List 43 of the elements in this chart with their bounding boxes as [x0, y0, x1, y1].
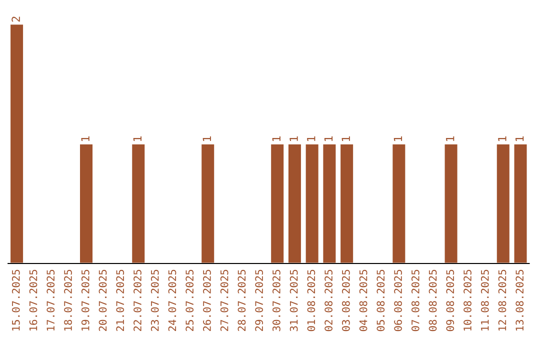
x-tick-label: 23.07.2025 [150, 270, 159, 331]
data-label: 2 [12, 16, 20, 22]
x-tick-label: 22.07.2025 [134, 270, 142, 331]
x-tick-label: 31.07.2025 [290, 270, 298, 332]
x-tick-label: 27.07.2025 [220, 270, 228, 331]
data-label: 1 [133, 136, 142, 141]
x-tick-label: 07.08.2025 [411, 270, 420, 332]
data-label: 1 [324, 136, 333, 141]
data-label: 1 [394, 136, 402, 141]
data-label: 1 [81, 136, 90, 141]
x-tick-label: 18.07.2025 [64, 270, 72, 331]
x-tick-label: 16.07.2025 [29, 270, 38, 331]
data-label: 1 [516, 136, 524, 141]
x-tick-label: 04.08.2025 [359, 270, 368, 332]
x-tick-label: 17.07.2025 [46, 270, 55, 331]
x-tick-label: 21.07.2025 [116, 270, 124, 331]
x-tick-label: 30.07.2025 [272, 270, 280, 332]
x-tick-label: 26.07.2025 [203, 270, 211, 331]
data-label: 1 [498, 136, 506, 141]
x-tick-label: 03.08.2025 [342, 270, 350, 332]
x-tick-label: 20.07.2025 [98, 270, 107, 331]
x-tick-label: 02.08.2025 [324, 270, 332, 332]
x-tick-label: 09.08.2025 [446, 270, 454, 332]
x-tick-label: 19.07.2025 [81, 270, 90, 331]
data-label: 1 [446, 136, 454, 141]
data-label: 1 [290, 136, 298, 141]
x-tick-label: 13.08.2025 [516, 270, 524, 331]
x-tick-label: 11.08.2025 [480, 270, 489, 331]
data-label: 1 [307, 136, 316, 141]
data-label: 1 [272, 136, 280, 141]
x-tick-label: 15.07.2025 [12, 270, 20, 331]
x-tick-label: 01.08.2025 [307, 270, 316, 332]
x-tick-label: 10.08.2025 [464, 270, 472, 331]
x-tick-label: 25.07.2025 [186, 270, 194, 331]
x-tick-label: 24.07.2025 [168, 270, 176, 331]
x-tick-label: 08.08.2025 [428, 270, 437, 332]
x-tick-label: 05.08.2025 [376, 270, 385, 332]
x-tick-label: 29.07.2025 [255, 270, 264, 331]
x-tick-label: 28.07.2025 [238, 270, 246, 331]
data-label: 1 [342, 136, 350, 141]
data-label: 1 [202, 136, 211, 141]
x-tick-label: 12.08.2025 [498, 270, 506, 331]
x-tick-label: 06.08.2025 [394, 270, 402, 332]
